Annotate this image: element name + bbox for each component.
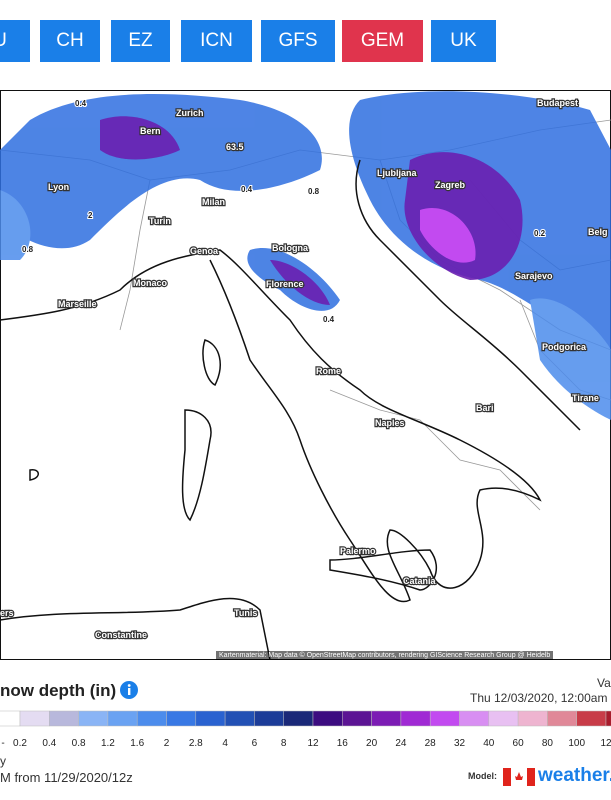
model-tab[interactable]: GEM <box>342 20 423 62</box>
legend-swatch <box>459 710 490 727</box>
map-label: Ljubljana <box>377 168 417 178</box>
legend-label: 0.8 <box>72 738 86 749</box>
contour-label: 0.4 <box>323 315 335 324</box>
map-label: ers <box>0 608 14 618</box>
map-label: Marseille <box>58 299 97 309</box>
contour-label: 0.8 <box>22 245 34 254</box>
legend-label: 20 <box>366 738 378 749</box>
model-tab[interactable]: ICN <box>181 20 252 62</box>
map-label: Budapest <box>537 98 578 108</box>
legend-label: 2.8 <box>189 738 203 749</box>
legend-swatch <box>195 710 226 727</box>
legend-swatch <box>371 710 402 727</box>
map-label: Bern <box>140 126 161 136</box>
map-label: Rome <box>316 366 341 376</box>
map-label: Sarajevo <box>515 271 553 281</box>
valid-label: Val <box>597 676 611 690</box>
legend-label: 6 <box>252 738 258 749</box>
legend-swatch <box>49 710 79 727</box>
legend-swatch <box>254 710 284 727</box>
contour-label: 0.8 <box>308 187 320 196</box>
legend-label: 24 <box>395 738 407 749</box>
legend-label: 100 <box>568 738 585 749</box>
legend-label: 40 <box>483 738 495 749</box>
map-label: Palermo <box>340 546 376 556</box>
map-label: Florence <box>266 279 304 289</box>
legend-label: 1.6 <box>130 738 144 749</box>
model-tab[interactable]: UK <box>431 20 496 62</box>
map-label: Zurich <box>176 108 204 118</box>
legend-label: 4 <box>222 738 228 749</box>
map-label: Catania <box>403 576 437 586</box>
valid-time: Thu 12/03/2020, 12:00am <box>470 691 608 705</box>
legend-label: 16 <box>337 738 349 749</box>
legend-label: 32 <box>454 738 466 749</box>
legend-label: 28 <box>425 738 437 749</box>
model-label: Model: <box>468 771 497 781</box>
legend-swatch <box>400 710 431 727</box>
run-time: M from 11/29/2020/12z <box>0 770 133 785</box>
legend-swatch <box>166 710 197 727</box>
map-label: Genoa <box>190 246 219 256</box>
model-tab[interactable]: CH <box>40 20 100 62</box>
contour-label: 2 <box>88 211 93 220</box>
brand: weather. <box>538 765 611 786</box>
layer-title: now depth (in) <box>0 681 117 700</box>
snow-peak <box>420 208 476 263</box>
map-label: Milan <box>202 197 225 207</box>
legend-label: - <box>1 738 4 749</box>
map-label: Zagreb <box>435 180 466 190</box>
legend-swatch <box>224 710 255 727</box>
legend-label: 12 <box>307 738 319 749</box>
map-label: Tunis <box>234 608 257 618</box>
map-label: Constantine <box>95 630 147 640</box>
attribution: Kartenmaterial: Map data © OpenStreetMap… <box>216 651 554 660</box>
map: Bern Zurich Budapest Ljubljana Zagreb Ly… <box>0 90 611 660</box>
model-tab[interactable]: EZ <box>111 20 170 62</box>
legend-swatch <box>429 710 460 727</box>
map-label: Lyon <box>48 182 69 192</box>
map-label: Podgorica <box>542 342 587 352</box>
contour-label: 0.4 <box>241 185 253 194</box>
legend-swatch <box>283 710 314 727</box>
legend-label: 80 <box>542 738 554 749</box>
map-label: Bari <box>476 403 494 413</box>
flag <box>503 768 535 786</box>
map-label: Turin <box>149 216 171 226</box>
map-label: Tirane <box>572 393 599 403</box>
legend: -0.2 0.4 0.8 1.2 1.6 2 2.8 4 6 8 12 16 20 24 28 32 40 60 8… <box>0 710 611 749</box>
legend-swatch <box>576 710 607 727</box>
map-label: Bologna <box>272 243 309 253</box>
map-label: Monaco <box>133 278 168 288</box>
map-label: 63.5 <box>226 142 244 152</box>
legend-swatch <box>107 710 138 727</box>
legend-swatch <box>605 710 611 727</box>
legend-swatch <box>78 710 109 727</box>
legend-label: 60 <box>513 738 525 749</box>
model-tab[interactable]: U <box>0 20 30 62</box>
legend-swatch <box>488 710 519 727</box>
contour-label: 0.4 <box>75 99 87 108</box>
legend-swatch <box>19 710 50 727</box>
contour-label: 0.2 <box>534 229 546 238</box>
legend-swatch <box>136 710 167 727</box>
run-line: y <box>0 754 6 768</box>
map-label: Belg <box>588 227 608 237</box>
legend-swatch <box>312 710 343 727</box>
legend-swatch <box>0 710 21 727</box>
legend-label: 8 <box>281 738 287 749</box>
legend-label: 2 <box>164 738 170 749</box>
coastline <box>0 159 581 660</box>
legend-swatch <box>547 710 577 727</box>
map-label: Naples <box>375 418 405 428</box>
legend-label: 0.4 <box>42 738 56 749</box>
legend-swatch <box>342 710 372 727</box>
legend-swatch <box>517 710 548 727</box>
legend-label: 1.2 <box>101 738 115 749</box>
model-tab[interactable]: GFS <box>261 20 335 62</box>
legend-label: 12 <box>600 738 611 749</box>
info-icon[interactable] <box>119 680 139 700</box>
legend-label: 0.2 <box>13 738 27 749</box>
